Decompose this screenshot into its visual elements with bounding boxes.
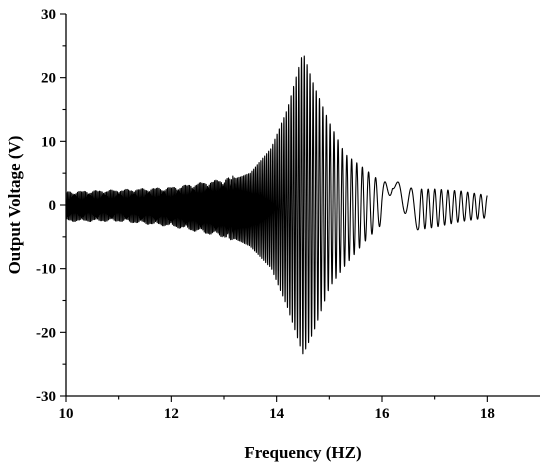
y-axis-title: Output Voltage (V): [5, 136, 24, 275]
y-tick-label: -10: [36, 262, 56, 278]
x-tick-label: 12: [164, 406, 179, 422]
x-tick-label: 10: [59, 406, 74, 422]
y-tick-label: 0: [49, 198, 57, 214]
x-axis-title: Frequency (HZ): [244, 443, 361, 462]
y-tick-label: -30: [36, 389, 56, 405]
signal-line: [65, 55, 488, 355]
y-tick-label: -20: [36, 325, 56, 341]
y-tick-label: 20: [41, 71, 56, 87]
x-tick-label: 14: [269, 406, 285, 422]
x-tick-label: 18: [480, 406, 495, 422]
x-tick-label: 16: [375, 406, 391, 422]
tick-labels: -30 -20 -10 0 10 20 30 10 12 14 16 18: [36, 7, 495, 422]
y-tick-label: 10: [41, 134, 56, 150]
y-tick-label: 30: [41, 7, 56, 23]
ticks: [60, 13, 488, 402]
